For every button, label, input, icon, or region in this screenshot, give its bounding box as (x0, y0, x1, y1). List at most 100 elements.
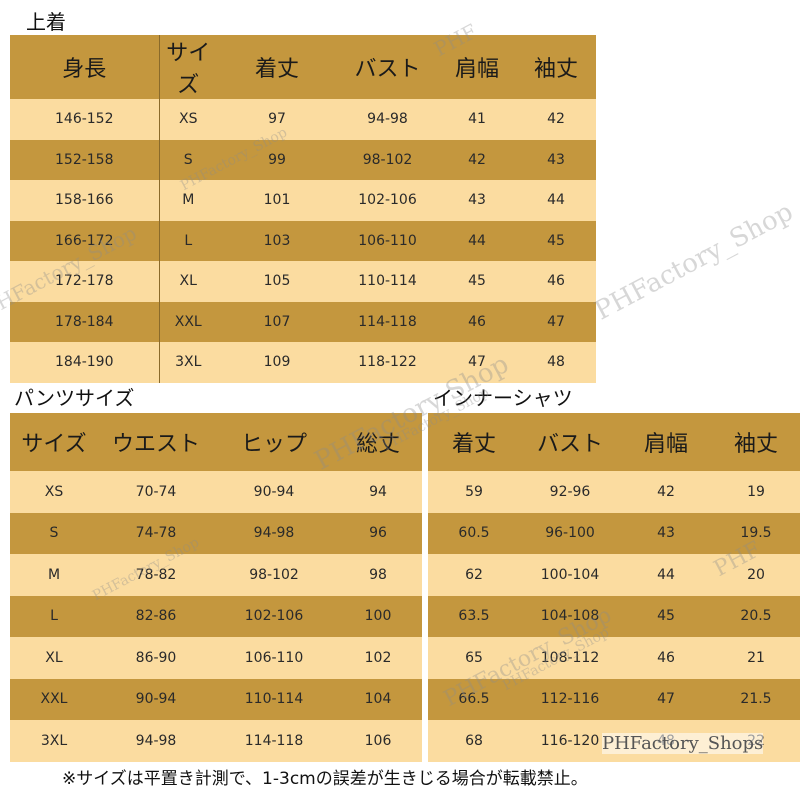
table-cell: 19.5 (712, 512, 800, 554)
table-cell: 21.5 (712, 678, 800, 720)
top-size-table: 身長 サイズ 着丈 バスト 肩幅 袖丈 146-152 XS 97 94-98 41 42… (10, 35, 596, 383)
column-header: 着丈 (217, 35, 337, 99)
table-cell: 90-94 (214, 471, 334, 513)
table-row: M 78-82 98-102 98 (10, 554, 422, 596)
table-cell: 102 (334, 637, 422, 679)
table-cell: 47 (516, 301, 596, 342)
table-cell: 48 (516, 342, 596, 383)
table-cell: 102-106 (214, 595, 334, 637)
table-cell: 43 (620, 512, 712, 554)
table-cell: 45 (516, 220, 596, 261)
table-row: 184-190 3XL 109 118-122 47 48 (10, 342, 596, 383)
table-cell: 100 (334, 595, 422, 637)
table-row: XS 70-74 90-94 94 (10, 471, 422, 513)
table-cell: 114-118 (337, 301, 438, 342)
table-cell: 97 (217, 99, 337, 140)
table-row: L 82-86 102-106 100 (10, 595, 422, 637)
table-cell: XS (159, 99, 217, 140)
table-row: XXL 90-94 110-114 104 (10, 678, 422, 720)
column-header: サイズ (159, 35, 217, 99)
column-header: 袖丈 (712, 413, 800, 471)
table-cell: 62 (428, 554, 520, 596)
table-row: XL 86-90 106-110 102 (10, 637, 422, 679)
table-cell: 46 (620, 637, 712, 679)
table-cell: 44 (620, 554, 712, 596)
table-cell: 60.5 (428, 512, 520, 554)
table-cell: 99 (217, 139, 337, 180)
table-cell: XXL (159, 301, 217, 342)
table-cell: 103 (217, 220, 337, 261)
table-cell: 100-104 (520, 554, 620, 596)
table-cell: XL (159, 261, 217, 302)
table-cell: XXL (10, 678, 98, 720)
table-cell: 104 (334, 678, 422, 720)
column-header: 身長 (10, 35, 160, 99)
table-cell: 20.5 (712, 595, 800, 637)
table-row: 158-166 M 101 102-106 43 44 (10, 180, 596, 221)
table-cell: 44 (438, 220, 516, 261)
table-cell: 98-102 (337, 139, 438, 180)
table-cell: 104-108 (520, 595, 620, 637)
column-header: バスト (520, 413, 620, 471)
table-cell: 45 (438, 261, 516, 302)
table-cell: 68 (428, 720, 520, 762)
table-row: S 74-78 94-98 96 (10, 512, 422, 554)
size-note: ※サイズは平置き計測で、1-3cmの誤差が生きじる場合が転載禁止。 (62, 769, 588, 789)
table-cell: M (10, 554, 98, 596)
table-cell: XS (10, 471, 98, 513)
table-header-row: サイズ ウエスト ヒップ 総丈 (10, 413, 422, 471)
table-cell: 109 (217, 342, 337, 383)
top-section-title: 上着 (26, 10, 66, 34)
table-cell: 20 (712, 554, 800, 596)
table-cell: 44 (516, 180, 596, 221)
column-header: ヒップ (214, 413, 334, 471)
table-cell: L (10, 595, 98, 637)
table-cell: 70-74 (98, 471, 214, 513)
table-row: 62 100-104 44 20 (428, 554, 800, 596)
pants-section-title: パンツサイズ (14, 386, 135, 410)
table-cell: 21 (712, 637, 800, 679)
table-row: 63.5 104-108 45 20.5 (428, 595, 800, 637)
table-cell: 112-116 (520, 678, 620, 720)
table-row: 172-178 XL 105 110-114 45 46 (10, 261, 596, 302)
table-row: 166-172 L 103 106-110 44 45 (10, 220, 596, 261)
table-cell: 3XL (159, 342, 217, 383)
table-cell: 166-172 (10, 220, 160, 261)
table-cell: 94-98 (337, 99, 438, 140)
table-row: 66.5 112-116 47 21.5 (428, 678, 800, 720)
table-cell: 63.5 (428, 595, 520, 637)
table-cell: 66.5 (428, 678, 520, 720)
table-cell: 96-100 (520, 512, 620, 554)
table-cell: 43 (516, 139, 596, 180)
table-row: 59 92-96 42 19 (428, 471, 800, 513)
table-cell: 98-102 (214, 554, 334, 596)
table-header-row: 身長 サイズ 着丈 バスト 肩幅 袖丈 (10, 35, 596, 99)
table-cell: 114-118 (214, 720, 334, 762)
pants-size-table: サイズ ウエスト ヒップ 総丈 XS 70-74 90-94 94 S 74-78 94-9… (10, 413, 422, 762)
table-cell: 107 (217, 301, 337, 342)
table-cell: 74-78 (98, 512, 214, 554)
column-header: ウエスト (98, 413, 214, 471)
table-cell: 45 (620, 595, 712, 637)
table-row: 178-184 XXL 107 114-118 46 47 (10, 301, 596, 342)
table-cell: 47 (438, 342, 516, 383)
table-row: 65 108-112 46 21 (428, 637, 800, 679)
table-row: 146-152 XS 97 94-98 41 42 (10, 99, 596, 140)
table-row: 152-158 S 99 98-102 42 43 (10, 139, 596, 180)
column-header: 着丈 (428, 413, 520, 471)
table-cell: XL (10, 637, 98, 679)
table-cell: 110-114 (214, 678, 334, 720)
table-cell: 102-106 (337, 180, 438, 221)
table-cell: 41 (438, 99, 516, 140)
table-cell: 110-114 (337, 261, 438, 302)
table-cell: 108-112 (520, 637, 620, 679)
table-cell: 65 (428, 637, 520, 679)
table-cell: 94-98 (214, 512, 334, 554)
inner-section-title: インナーシャツ (433, 386, 573, 410)
table-cell: 105 (217, 261, 337, 302)
column-header: バスト (337, 35, 438, 99)
table-cell: S (159, 139, 217, 180)
column-header: 袖丈 (516, 35, 596, 99)
table-cell: 43 (438, 180, 516, 221)
watermark-text: PHFactory_Shop (590, 196, 798, 327)
